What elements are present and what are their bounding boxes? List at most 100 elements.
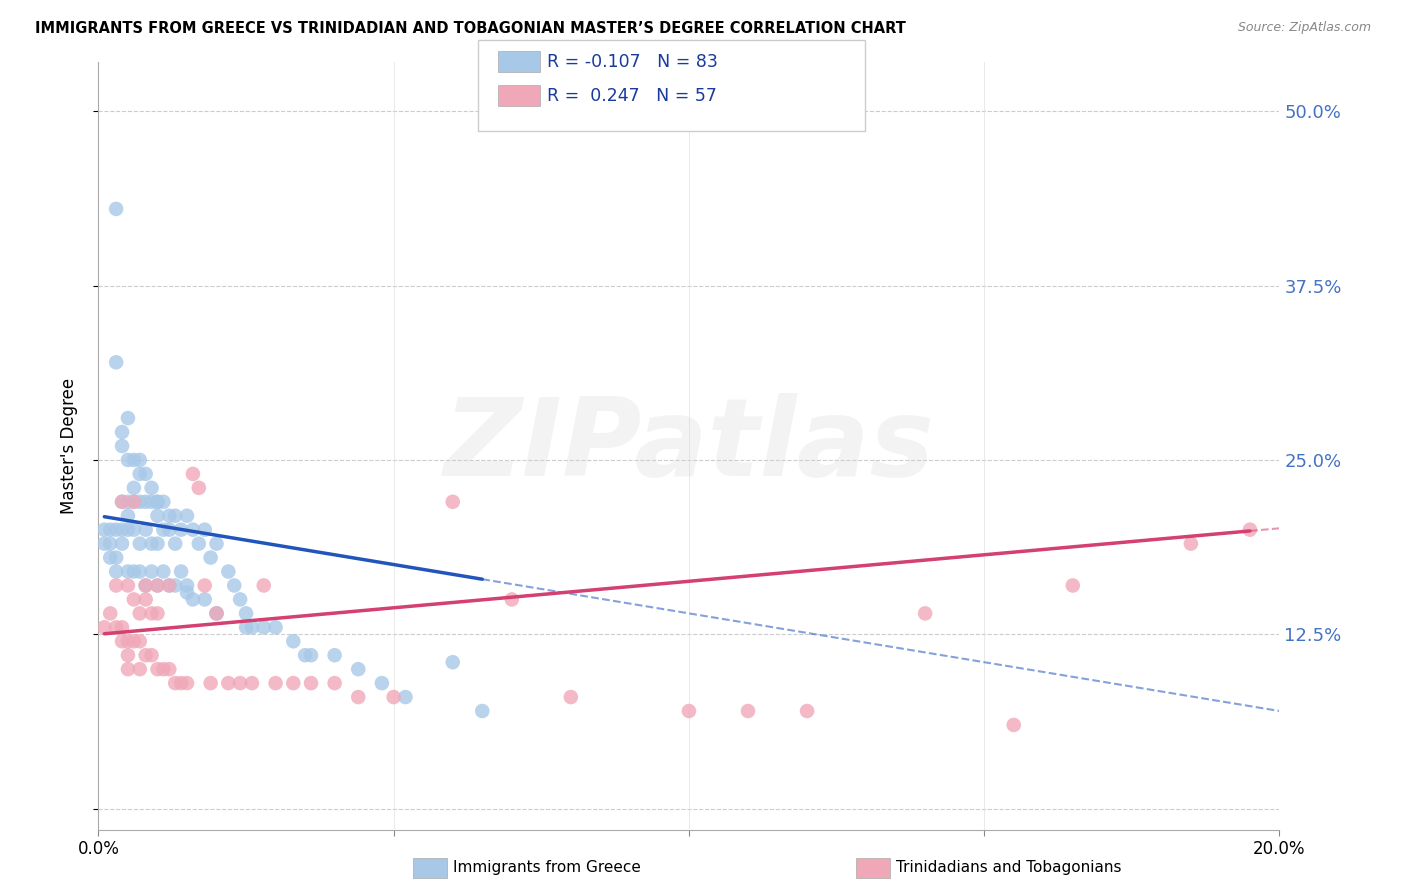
Point <box>170 676 193 690</box>
Point <box>294 648 316 663</box>
Point <box>181 592 204 607</box>
Point <box>176 585 198 599</box>
Point <box>205 607 228 621</box>
Point <box>146 508 169 523</box>
Point <box>560 690 582 704</box>
Point <box>122 565 145 579</box>
Point <box>98 523 121 537</box>
Point <box>117 662 139 676</box>
Point <box>117 634 139 648</box>
Point <box>93 523 115 537</box>
Point <box>441 495 464 509</box>
Point <box>128 607 150 621</box>
Point <box>117 508 139 523</box>
Point <box>264 620 287 634</box>
Point <box>146 578 169 592</box>
Point <box>111 495 134 509</box>
Point <box>141 607 163 621</box>
Point <box>152 662 174 676</box>
Point <box>1062 578 1084 592</box>
Point <box>176 508 198 523</box>
Point <box>382 690 405 704</box>
Text: Trinidadians and Tobagonians: Trinidadians and Tobagonians <box>896 861 1121 875</box>
Point <box>501 592 523 607</box>
Point <box>194 592 217 607</box>
Point <box>157 662 180 676</box>
Point <box>371 676 394 690</box>
Text: IMMIGRANTS FROM GREECE VS TRINIDADIAN AND TOBAGONIAN MASTER’S DEGREE CORRELATION: IMMIGRANTS FROM GREECE VS TRINIDADIAN AN… <box>35 21 905 36</box>
Point <box>117 453 139 467</box>
Text: R = -0.107   N = 83: R = -0.107 N = 83 <box>547 54 718 71</box>
Point <box>111 523 134 537</box>
Point <box>678 704 700 718</box>
Point <box>235 607 257 621</box>
Point <box>1239 523 1261 537</box>
Point <box>323 648 346 663</box>
Point <box>146 662 169 676</box>
Point <box>165 676 187 690</box>
Point <box>914 607 936 621</box>
Point <box>796 704 818 718</box>
Point <box>135 648 157 663</box>
Point <box>146 607 169 621</box>
Point <box>165 578 187 592</box>
Point <box>105 355 128 369</box>
Point <box>299 648 322 663</box>
Point <box>98 607 121 621</box>
Text: Source: ZipAtlas.com: Source: ZipAtlas.com <box>1237 21 1371 34</box>
Point <box>122 634 145 648</box>
Point <box>253 578 276 592</box>
Text: R =  0.247   N = 57: R = 0.247 N = 57 <box>547 87 717 105</box>
Point <box>176 676 198 690</box>
Point <box>170 523 193 537</box>
Point <box>217 565 239 579</box>
Point <box>105 202 128 216</box>
Point <box>122 481 145 495</box>
Point <box>135 578 157 592</box>
Point <box>141 481 163 495</box>
Point <box>141 648 163 663</box>
Point <box>181 467 204 481</box>
Point <box>128 467 150 481</box>
Point <box>347 690 370 704</box>
Point <box>229 592 252 607</box>
Point <box>111 536 134 550</box>
Point <box>394 690 416 704</box>
Point <box>181 523 204 537</box>
Point <box>117 578 139 592</box>
Point <box>105 550 128 565</box>
Point <box>141 565 163 579</box>
Point <box>135 578 157 592</box>
Point <box>157 578 180 592</box>
Text: Immigrants from Greece: Immigrants from Greece <box>453 861 641 875</box>
Point <box>122 453 145 467</box>
Point <box>217 676 239 690</box>
Point <box>141 495 163 509</box>
Point <box>1180 536 1202 550</box>
Point <box>117 411 139 425</box>
Point <box>264 676 287 690</box>
Point <box>111 439 134 453</box>
Point <box>122 495 145 509</box>
Point <box>253 620 276 634</box>
Point <box>117 523 139 537</box>
Point <box>200 676 222 690</box>
Point <box>135 467 157 481</box>
Point <box>105 523 128 537</box>
Y-axis label: Master's Degree: Master's Degree <box>59 378 77 514</box>
Point <box>187 536 209 550</box>
Point <box>205 536 228 550</box>
Point <box>128 453 150 467</box>
Point <box>200 550 222 565</box>
Point <box>135 592 157 607</box>
Point <box>737 704 759 718</box>
Point <box>146 536 169 550</box>
Point <box>205 607 228 621</box>
Point <box>165 508 187 523</box>
Point <box>152 565 174 579</box>
Point <box>157 523 180 537</box>
Point <box>157 508 180 523</box>
Point <box>117 495 139 509</box>
Point <box>194 523 217 537</box>
Point <box>105 578 128 592</box>
